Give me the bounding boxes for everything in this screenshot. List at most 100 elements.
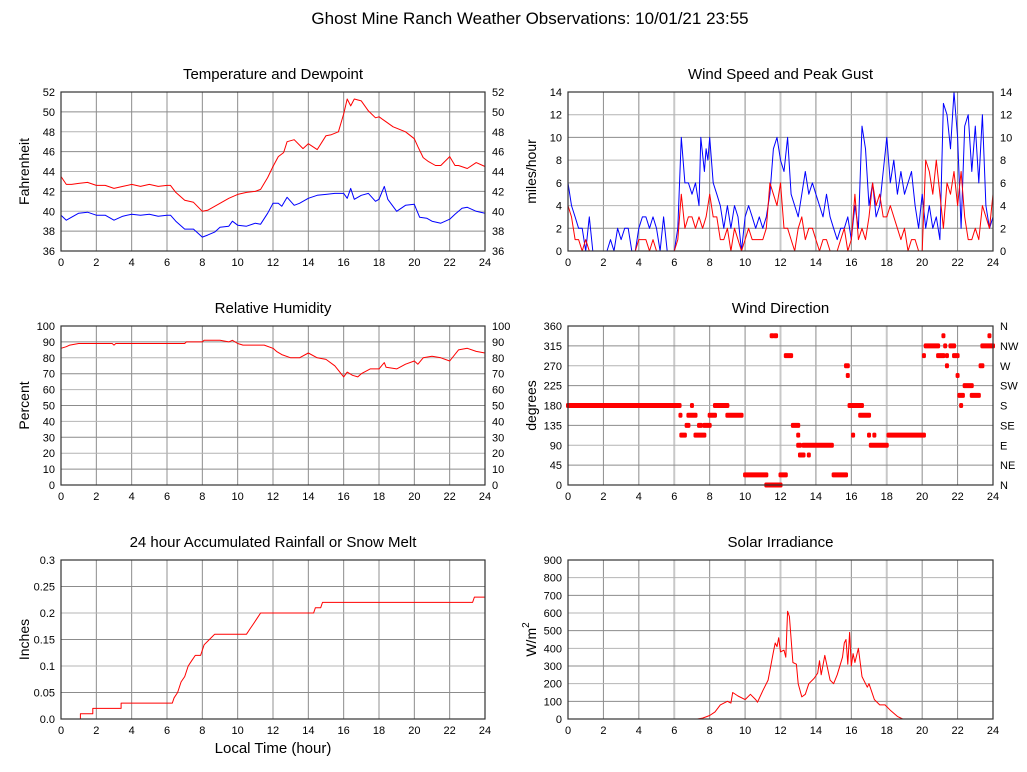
x-tick-label: 6 <box>671 257 677 269</box>
y-tick-label-right: 2 <box>1000 223 1006 235</box>
y-tick-label: 315 <box>544 341 562 353</box>
y-tick-label-right: NE <box>1000 460 1015 472</box>
x-tick-label: 22 <box>444 257 456 269</box>
wind-direction-point <box>689 403 694 408</box>
y-tick-label: 0.3 <box>40 555 55 567</box>
y-tick-label-right: 14 <box>1000 87 1012 99</box>
wind-direction-point <box>743 472 769 478</box>
wind-direction-point <box>969 392 981 398</box>
wind-direction-point <box>867 432 872 438</box>
wind-direction-point <box>806 452 811 458</box>
x-tick-label: 20 <box>408 491 420 503</box>
y-tick-label: 135 <box>544 420 562 432</box>
chart-title: Relative Humidity <box>215 300 332 317</box>
y-tick-label-right: 0 <box>1000 246 1006 258</box>
y-tick-label-right: 4 <box>1000 201 1006 213</box>
y-tick-label: 700 <box>544 590 562 602</box>
x-tick-label: 6 <box>671 725 677 737</box>
y-tick-label: 4 <box>556 201 562 213</box>
y-tick-label: 0.15 <box>34 635 55 647</box>
y-tick-label-right: 100 <box>492 321 510 333</box>
x-tick-label: 20 <box>408 257 420 269</box>
x-tick-label: 2 <box>93 725 99 737</box>
x-tick-label: 16 <box>338 491 350 503</box>
x-tick-label: 12 <box>774 491 786 503</box>
x-tick-label: 10 <box>232 257 244 269</box>
wind-direction-point <box>847 403 863 408</box>
x-tick-label: 12 <box>267 725 279 737</box>
y-tick-label: 90 <box>550 440 562 452</box>
x-tick-label: 20 <box>916 491 928 503</box>
y-tick-label: 2 <box>556 223 562 235</box>
wind-direction-point <box>921 353 926 359</box>
y-tick-label-right: 8 <box>1000 155 1006 167</box>
y-axis-label-superscript: 2 <box>521 622 532 628</box>
y-tick-label-right: E <box>1000 440 1007 452</box>
x-tick-label: 14 <box>810 725 822 737</box>
y-tick-label: 225 <box>544 381 562 393</box>
wind-direction-point <box>693 432 707 438</box>
wind-direction-point <box>778 472 788 478</box>
y-tick-label: 60 <box>43 385 55 397</box>
y-tick-label-right: N <box>1000 480 1008 492</box>
series-line-relative-humidity <box>60 339 486 378</box>
y-tick-label: 40 <box>43 206 55 218</box>
x-tick-label: 0 <box>565 491 571 503</box>
y-tick-label-right: 70 <box>492 369 504 381</box>
y-tick-label: 0.05 <box>34 688 55 700</box>
x-tick-label: 2 <box>600 725 606 737</box>
y-tick-label: 800 <box>544 573 562 585</box>
wind-direction-point <box>702 422 712 428</box>
wind-direction-point <box>707 412 717 418</box>
y-tick-label: 52 <box>43 87 55 99</box>
y-tick-label: 44 <box>43 167 55 179</box>
y-tick-label: 0.2 <box>40 608 55 620</box>
wind-direction-point <box>948 343 957 349</box>
y-tick-label-right: SW <box>1000 381 1018 393</box>
y-tick-label-right: 50 <box>492 401 504 413</box>
series-line-peak-gust <box>567 91 994 252</box>
y-tick-label: 8 <box>556 155 562 167</box>
wind-direction-point <box>678 412 683 418</box>
y-tick-label: 100 <box>544 696 562 708</box>
y-tick-label: 100 <box>37 321 55 333</box>
plot-frame <box>567 91 994 252</box>
wind-direction-point <box>851 432 856 438</box>
x-tick-label: 0 <box>565 725 571 737</box>
y-tick-label-right: 0 <box>492 480 498 492</box>
x-tick-label: 22 <box>951 491 963 503</box>
y-tick-label-right: NW <box>1000 341 1019 353</box>
y-tick-label: 70 <box>43 369 55 381</box>
chart-rain: 24 hour Accumulated Rainfall or Snow Mel… <box>16 534 491 757</box>
x-tick-label: 24 <box>479 257 491 269</box>
x-tick-label: 8 <box>707 491 713 503</box>
x-tick-label: 10 <box>232 491 244 503</box>
x-tick-label: 10 <box>232 725 244 737</box>
x-tick-label: 14 <box>302 491 314 503</box>
wind-direction-point <box>783 353 794 359</box>
y-tick-label-right: 20 <box>492 448 504 460</box>
wind-direction-point <box>859 403 864 408</box>
y-tick-label: 270 <box>544 361 562 373</box>
y-tick-label-right: 90 <box>492 337 504 349</box>
wind-direction-point <box>773 333 779 339</box>
wind-direction-point <box>962 383 974 389</box>
wind-direction-point <box>566 403 682 408</box>
x-tick-label: 20 <box>916 725 928 737</box>
wind-direction-point <box>712 403 730 408</box>
x-tick-label: 18 <box>373 725 385 737</box>
y-tick-label: 90 <box>43 337 55 349</box>
plot-frame <box>60 559 486 720</box>
x-tick-label: 16 <box>845 257 857 269</box>
y-tick-label: 500 <box>544 626 562 638</box>
x-tick-label: 24 <box>987 491 999 503</box>
y-tick-label: 200 <box>544 679 562 691</box>
plot-frame <box>567 559 994 720</box>
y-tick-label-right: 10 <box>492 464 504 476</box>
x-tick-label: 16 <box>338 725 350 737</box>
x-tick-label: 22 <box>444 725 456 737</box>
plot-frame <box>60 91 486 252</box>
y-tick-label: 10 <box>550 132 562 144</box>
